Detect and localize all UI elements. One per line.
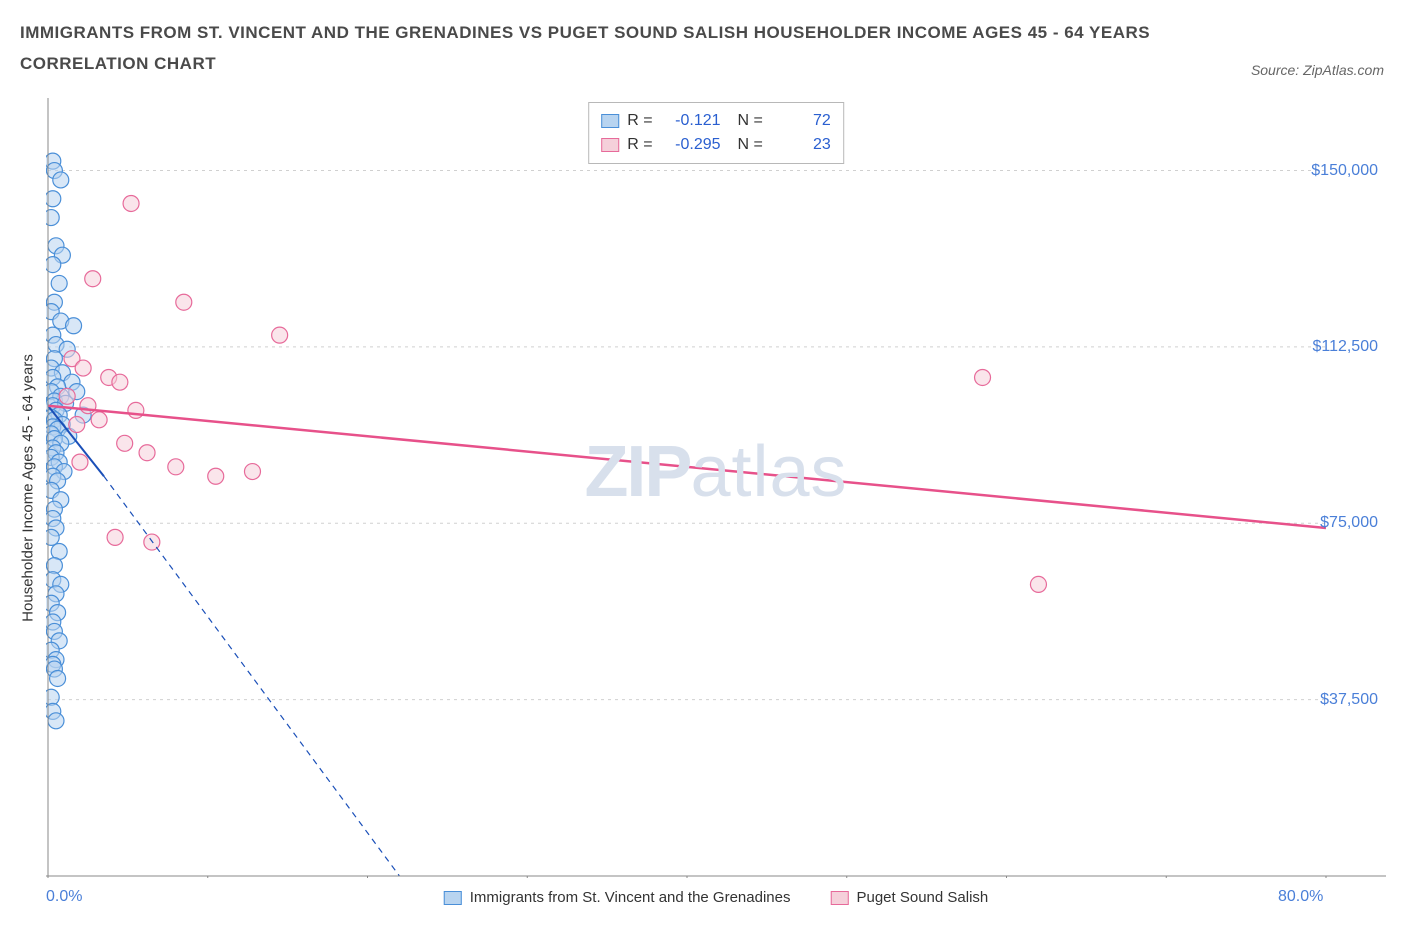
n-value-0: 72 <box>771 109 831 133</box>
title-line-2: CORRELATION CHART <box>20 49 1386 80</box>
legend-swatch-1 <box>830 891 848 905</box>
x-tick-label: 80.0% <box>1278 888 1323 906</box>
y-tick-label: $150,000 <box>1311 162 1378 180</box>
legend-label-0: Immigrants from St. Vincent and the Gren… <box>470 889 791 906</box>
legend-item-0: Immigrants from St. Vincent and the Gren… <box>444 889 791 906</box>
r-label: R = <box>627 133 652 157</box>
swatch-series-1 <box>601 138 619 152</box>
corr-row-0: R = -0.121 N = 72 <box>601 109 831 133</box>
y-tick-label: $112,500 <box>1312 338 1378 356</box>
legend-label-1: Puget Sound Salish <box>856 889 988 906</box>
n-value-1: 23 <box>771 133 831 157</box>
y-tick-label: $37,500 <box>1320 691 1378 709</box>
n-label: N = <box>729 133 763 157</box>
x-tick-label: 0.0% <box>46 888 82 906</box>
scatter-plot <box>46 98 1386 878</box>
swatch-series-0 <box>601 114 619 128</box>
chart-area: Householder Income Ages 45 - 64 years ZI… <box>46 98 1386 878</box>
chart-header: IMMIGRANTS FROM ST. VINCENT AND THE GREN… <box>0 0 1406 79</box>
correlation-box: R = -0.121 N = 72 R = -0.295 N = 23 <box>588 102 844 164</box>
r-label: R = <box>627 109 652 133</box>
corr-row-1: R = -0.295 N = 23 <box>601 133 831 157</box>
legend-item-1: Puget Sound Salish <box>830 889 988 906</box>
y-tick-label: $75,000 <box>1320 514 1378 532</box>
r-value-1: -0.295 <box>661 133 721 157</box>
n-label: N = <box>729 109 763 133</box>
legend-swatch-0 <box>444 891 462 905</box>
y-axis-label: Householder Income Ages 45 - 64 years <box>20 354 37 622</box>
r-value-0: -0.121 <box>661 109 721 133</box>
title-line-1: IMMIGRANTS FROM ST. VINCENT AND THE GREN… <box>20 18 1386 49</box>
source-attribution: Source: ZipAtlas.com <box>1251 62 1384 78</box>
bottom-legend: Immigrants from St. Vincent and the Gren… <box>444 889 988 906</box>
